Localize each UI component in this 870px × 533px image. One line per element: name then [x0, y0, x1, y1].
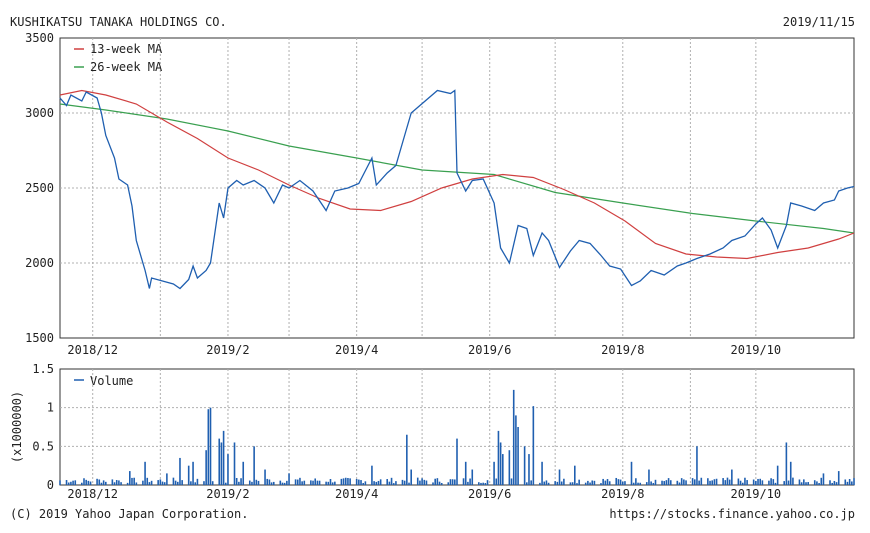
price-legend: 13-week MA 26-week MA [74, 42, 163, 74]
volume-x-tick-label: 2019/2 [206, 487, 249, 501]
volume-legend: Volume [74, 374, 133, 388]
chart-date: 2019/11/15 [783, 15, 855, 29]
price-y-tick-label: 2000 [25, 256, 54, 270]
volume-x-tick-label: 2019/4 [335, 487, 378, 501]
price-series-line [59, 89, 855, 290]
price-y-tick-label: 1500 [25, 331, 54, 345]
price-y-tick-label: 3000 [25, 106, 54, 120]
legend-26week-label: 26-week MA [90, 60, 163, 74]
ma13-series-line [59, 89, 855, 260]
volume-bars [59, 389, 855, 485]
volume-x-tick-label: 2019/6 [468, 487, 511, 501]
volume-x-axis: 2018/12 2019/2 2019/4 2019/6 2019/8 2019/10 [67, 487, 781, 501]
price-x-tick-label: 2019/10 [731, 343, 782, 357]
volume-unit-label: (x1000000) [10, 391, 24, 463]
price-y-tick-label: 2500 [25, 181, 54, 195]
volume-x-tick-label: 2019/10 [731, 487, 782, 501]
volume-x-tick-label: 2019/8 [601, 487, 644, 501]
price-x-tick-label: 2019/2 [206, 343, 249, 357]
price-x-axis: 2018/12 2019/2 2019/4 2019/6 2019/8 2019/10 [67, 343, 781, 357]
price-x-tick-label: 2019/8 [601, 343, 644, 357]
source-url[interactable]: https://stocks.finance.yahoo.co.jp [609, 507, 855, 521]
price-x-tick-label: 2019/6 [468, 343, 511, 357]
volume-y-axis: 0 0.5 1 1.5 [32, 362, 54, 492]
volume-y-tick-label: 1 [47, 401, 54, 415]
company-title: KUSHIKATSU TANAKA HOLDINGS CO. [10, 15, 227, 29]
copyright: (C) 2019 Yahoo Japan Corporation. [10, 507, 248, 521]
legend-13week-label: 13-week MA [90, 42, 163, 56]
price-grid [60, 38, 854, 338]
volume-y-tick-label: 0.5 [32, 439, 54, 453]
price-x-tick-label: 2018/12 [67, 343, 118, 357]
price-lines [59, 89, 855, 290]
price-y-axis: 1500 2000 2500 3000 3500 [25, 31, 54, 345]
volume-x-tick-label: 2018/12 [67, 487, 118, 501]
price-x-tick-label: 2019/4 [335, 343, 378, 357]
legend-volume-label: Volume [90, 374, 133, 388]
ma26-series-line [59, 103, 855, 234]
volume-y-tick-label: 0 [47, 478, 54, 492]
volume-y-tick-label: 1.5 [32, 362, 54, 376]
price-y-tick-label: 3500 [25, 31, 54, 45]
